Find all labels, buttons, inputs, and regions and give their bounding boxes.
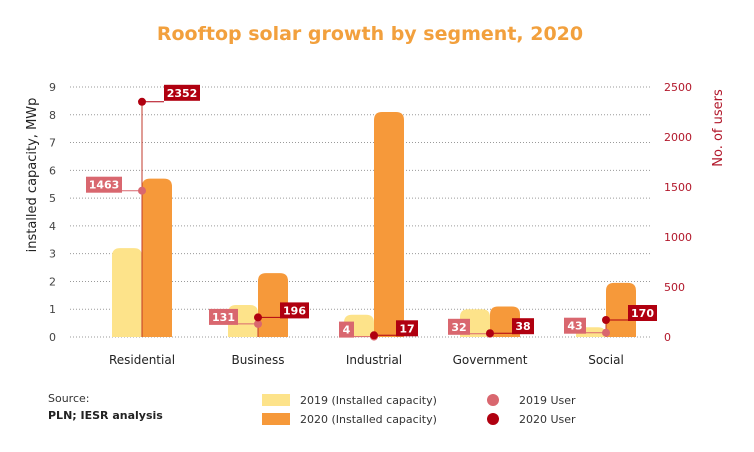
category-label: Social	[588, 353, 624, 367]
user-2020-label: 170	[631, 307, 654, 320]
user-2020-point	[602, 316, 610, 324]
category-labels: Residential Business Industrial Government S…	[109, 353, 624, 367]
user-2020-label-box	[280, 302, 309, 319]
y2-axis-label: No. of users	[711, 89, 726, 167]
user-2020-label-box	[512, 318, 534, 335]
user-2019-label-box	[86, 176, 122, 193]
category-label: Residential	[109, 353, 175, 367]
y-tick-label: 1	[49, 303, 56, 316]
bars	[112, 112, 636, 337]
user-2020-label: 196	[283, 304, 306, 317]
y2-tick-label: 500	[664, 281, 685, 294]
y-tick-label: 4	[49, 220, 56, 233]
legend-label: 2020 User	[519, 413, 576, 426]
user-2019-label: 4	[343, 324, 351, 337]
user-2020-point	[370, 331, 378, 340]
category-label: Business	[232, 353, 285, 367]
y2-tick-label: 0	[664, 331, 671, 344]
bar-2020	[142, 178, 172, 337]
y-axis-label: installed capacity, MWp	[25, 98, 40, 253]
user-2019-label: 32	[451, 321, 466, 334]
chart-title: Rooftop solar growth by segment, 2020	[157, 23, 583, 45]
y-tick-label: 7	[49, 137, 56, 150]
user-2019-label-box	[448, 318, 470, 335]
legend-marker	[487, 413, 499, 425]
y-tick-label: 0	[49, 331, 56, 344]
legend: 2019 (Installed capacity) 2020 (Installed…	[262, 394, 576, 426]
user-2019-point	[138, 186, 146, 195]
bar-2020	[374, 112, 404, 337]
user-2020-label-box	[164, 84, 200, 101]
legend-label: 2020 (Installed capacity)	[300, 413, 437, 426]
y-tick-label: 9	[49, 81, 56, 94]
y-tick-label: 2	[49, 275, 56, 288]
y-tick-label: 8	[49, 109, 56, 122]
legend-label: 2019 User	[519, 394, 576, 407]
y-tick-label: 5	[49, 192, 56, 205]
user-2019-label: 1463	[89, 179, 120, 192]
user-2020-label: 38	[515, 320, 530, 333]
axis-ticks: 0 1 2 3 4 5 6 7 8 9 0 500 1000 1500 2000 2500	[49, 81, 692, 344]
user-2019-label-box	[564, 317, 586, 334]
legend-swatch	[262, 413, 290, 425]
y2-tick-label: 2000	[664, 131, 692, 144]
user-2019-label-box	[339, 321, 354, 338]
y-tick-label: 3	[49, 248, 56, 261]
legend-swatch	[262, 394, 290, 406]
legend-marker	[487, 394, 499, 406]
user-points: 1463 2352 131 196 4 17 32 38 43 170	[86, 84, 657, 341]
user-2020-label: 2352	[167, 87, 198, 100]
user-2019-point	[254, 319, 262, 328]
user-2019-label-box	[209, 308, 238, 325]
legend-label: 2019 (Installed capacity)	[300, 394, 437, 407]
source-text: PLN; IESR analysis	[48, 409, 163, 422]
user-2020-label: 17	[399, 322, 414, 335]
user-2019-point	[602, 328, 610, 337]
user-2020-point	[254, 313, 262, 322]
user-2020-point	[138, 97, 146, 106]
category-label: Industrial	[346, 353, 402, 367]
y2-tick-label: 1000	[664, 231, 692, 244]
y2-tick-label: 1500	[664, 181, 692, 194]
user-2019-label: 43	[567, 320, 582, 333]
user-2019-label: 131	[212, 311, 235, 324]
bar-2019	[112, 248, 142, 337]
source-label: Source:	[48, 392, 90, 405]
y2-tick-label: 2500	[664, 81, 692, 94]
y-tick-label: 6	[49, 164, 56, 177]
category-label: Government	[453, 353, 528, 367]
bar-2020	[606, 282, 636, 337]
user-2020-point	[486, 329, 494, 338]
user-2020-label-box	[396, 320, 418, 337]
bar-2020	[258, 273, 288, 337]
user-2020-label-box	[628, 305, 657, 321]
